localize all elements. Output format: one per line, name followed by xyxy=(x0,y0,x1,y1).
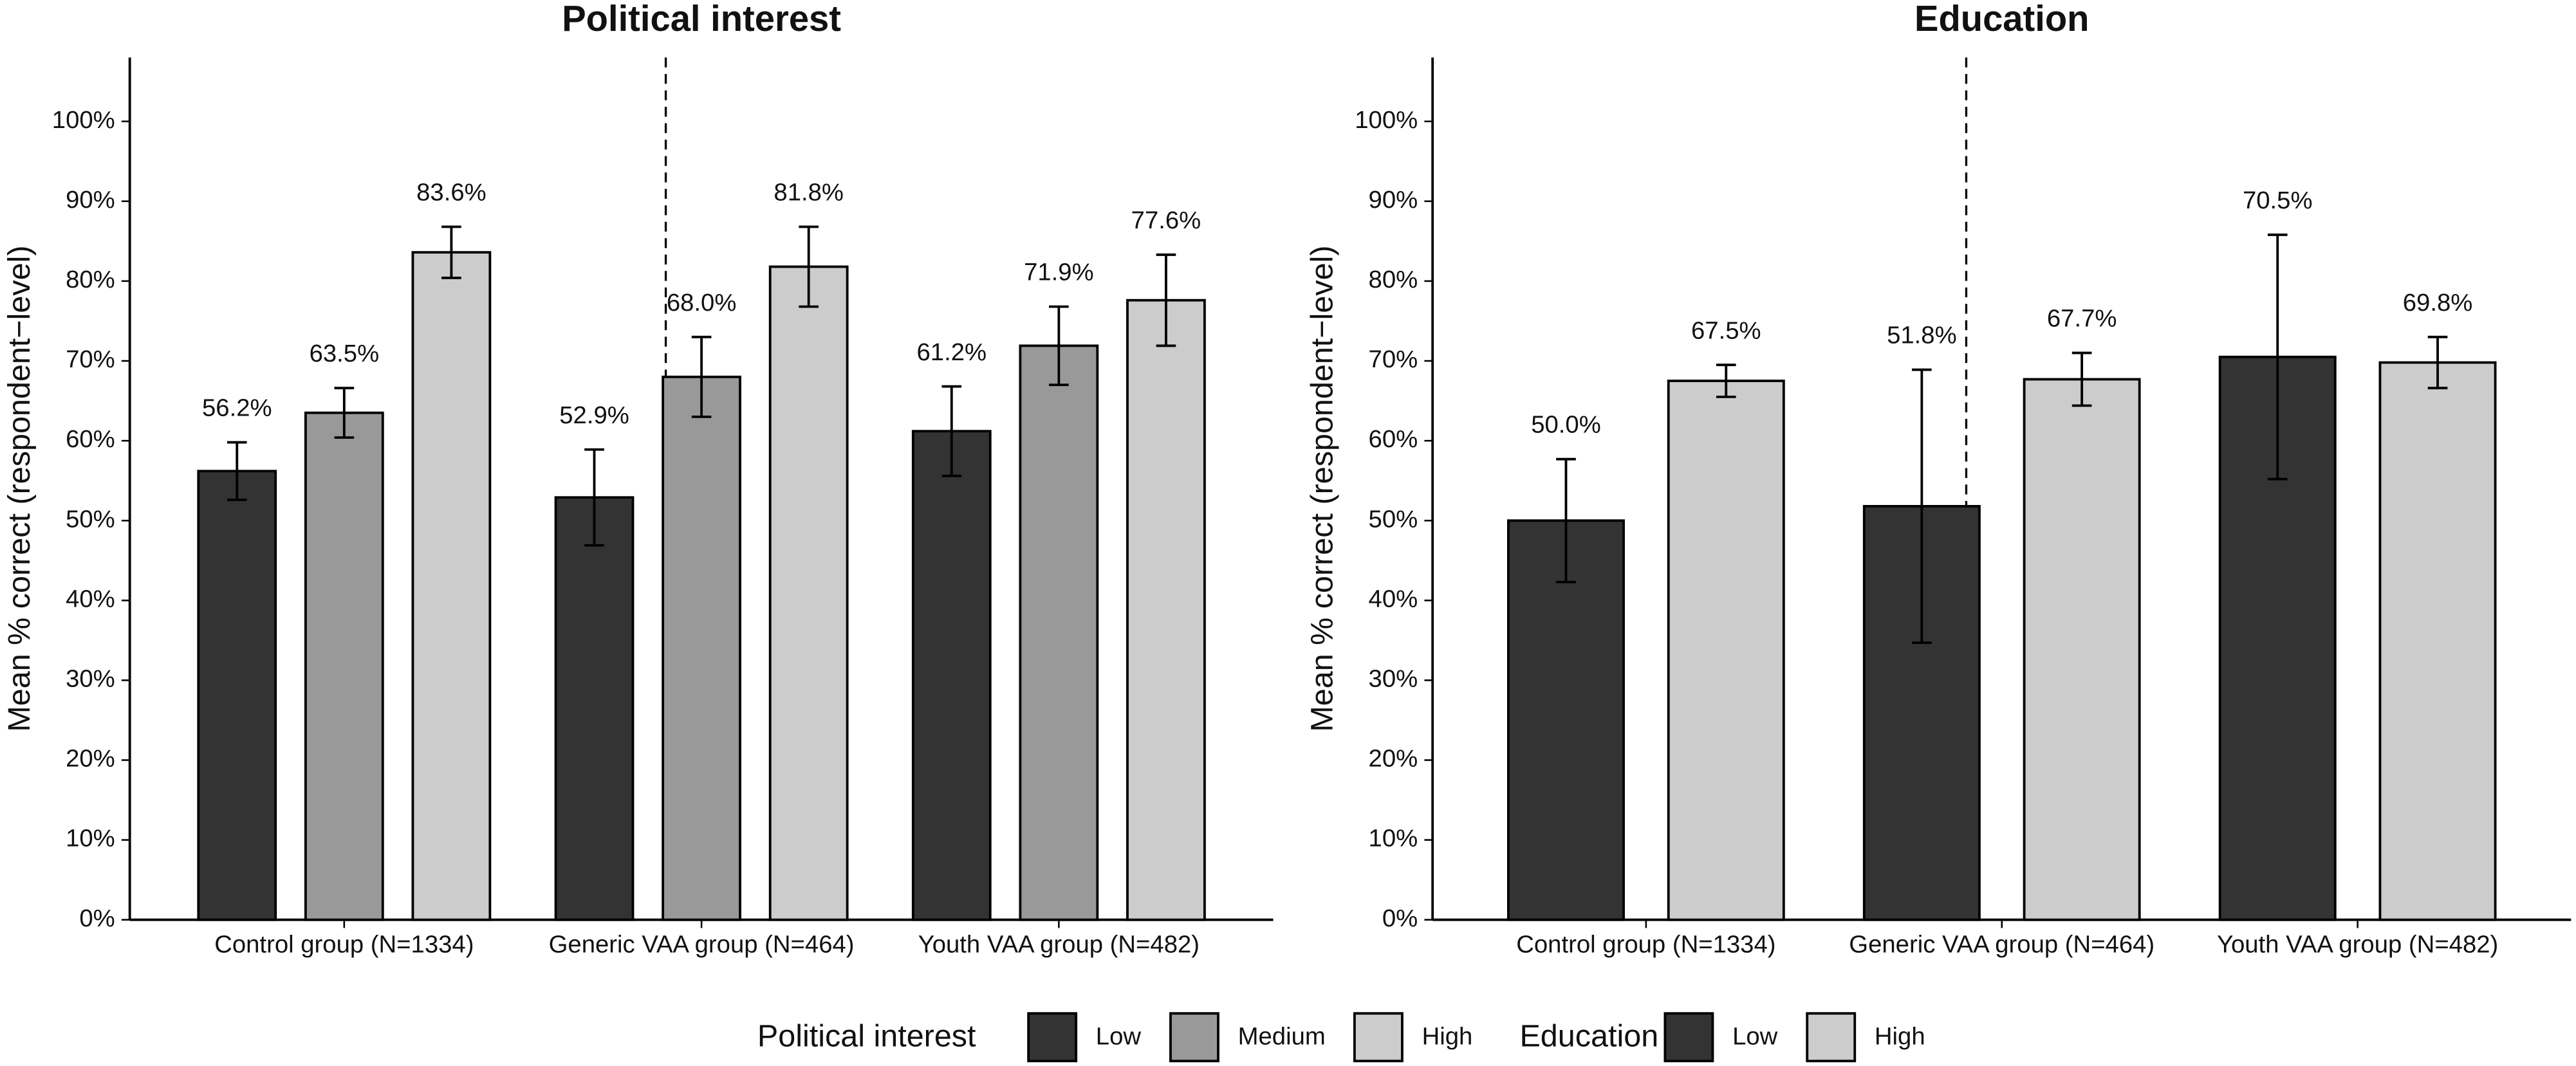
x-tick-label: Youth VAA group (N=482) xyxy=(918,931,1200,959)
y-tick-label: 100% xyxy=(1355,106,1418,134)
y-tick-label: 50% xyxy=(66,505,115,533)
y-tick-label: 0% xyxy=(79,905,115,932)
y-axis-label: Mean % correct (respondent−level) xyxy=(1304,245,1339,731)
bar xyxy=(304,411,384,921)
legend-swatch xyxy=(1353,1012,1404,1063)
y-tick-label: 70% xyxy=(1369,345,1418,373)
error-bar xyxy=(441,225,461,279)
value-label: 63.5% xyxy=(310,340,380,367)
y-tick-label: 0% xyxy=(1382,905,1418,932)
bar xyxy=(911,430,992,921)
x-tick-label: Generic VAA group (N=464) xyxy=(549,931,855,959)
bar xyxy=(1507,519,1625,921)
bar xyxy=(197,470,277,921)
value-label: 83.6% xyxy=(416,179,486,207)
legend-swatch xyxy=(1806,1012,1857,1063)
error-bar xyxy=(799,225,819,308)
bar xyxy=(1126,299,1206,921)
legend-label: Low xyxy=(1732,1023,1778,1051)
bar xyxy=(768,265,849,921)
error-bar xyxy=(1156,253,1176,347)
error-bar xyxy=(1049,305,1069,387)
y-tick-label: 20% xyxy=(66,745,115,773)
value-label: 71.9% xyxy=(1024,259,1094,286)
value-label: 67.7% xyxy=(2047,305,2117,333)
value-label: 68.0% xyxy=(667,289,737,317)
x-tick-label: Youth VAA group (N=482) xyxy=(2217,931,2498,959)
y-tick-label: 30% xyxy=(66,665,115,693)
value-label: 61.2% xyxy=(917,338,987,366)
value-label: 69.8% xyxy=(2403,289,2473,317)
error-bar xyxy=(1716,363,1736,398)
x-tick-label: Control group (N=1334) xyxy=(1516,931,1775,959)
y-tick-label: 70% xyxy=(66,345,115,373)
chart-title: Political interest xyxy=(562,0,841,39)
error-bar xyxy=(1912,368,1932,644)
legend-swatch xyxy=(1169,1012,1219,1063)
x-tick-label: Control group (N=1334) xyxy=(214,931,474,959)
y-axis-label: Mean % correct (respondent−level) xyxy=(2,245,37,731)
y-tick-label: 10% xyxy=(1369,825,1418,852)
legend-title: Political interest xyxy=(757,1018,976,1053)
value-label: 51.8% xyxy=(1887,322,1957,349)
legend-label: High xyxy=(1422,1023,1473,1051)
y-tick-label: 10% xyxy=(66,825,115,852)
bar xyxy=(1667,380,1785,921)
error-bar xyxy=(334,387,355,439)
error-bar xyxy=(941,385,962,477)
y-tick-label: 50% xyxy=(1369,505,1418,533)
bar xyxy=(554,496,635,921)
legend-swatch xyxy=(1663,1012,1714,1063)
bar xyxy=(2023,378,2141,921)
legend-label: Medium xyxy=(1238,1023,1326,1051)
y-tick-label: 60% xyxy=(66,425,115,453)
value-label: 81.8% xyxy=(774,179,844,207)
y-tick-label: 90% xyxy=(66,186,115,214)
value-label: 52.9% xyxy=(559,401,629,429)
legend-swatch xyxy=(1027,1012,1078,1063)
y-tick-label: 80% xyxy=(66,266,115,293)
error-bar xyxy=(2427,335,2448,390)
error-bar xyxy=(2267,234,2288,481)
value-label: 70.5% xyxy=(2243,187,2313,214)
legend-label: High xyxy=(1875,1023,1925,1051)
error-bar xyxy=(227,441,247,501)
y-tick-label: 20% xyxy=(1369,745,1418,773)
value-label: 67.5% xyxy=(1691,317,1761,344)
chart-title: Education xyxy=(1914,0,2089,39)
y-tick-label: 60% xyxy=(1369,425,1418,453)
error-bar xyxy=(2071,351,2092,407)
y-tick-label: 80% xyxy=(1369,266,1418,293)
y-tick-label: 30% xyxy=(1369,665,1418,693)
y-tick-label: 40% xyxy=(1369,585,1418,612)
bar xyxy=(1019,344,1099,921)
value-label: 77.6% xyxy=(1131,207,1201,234)
x-tick-label: Generic VAA group (N=464) xyxy=(1849,931,2154,959)
y-tick-label: 100% xyxy=(52,106,115,134)
legend-label: Low xyxy=(1096,1023,1142,1051)
bar xyxy=(662,375,741,921)
error-bar xyxy=(584,448,604,547)
bar xyxy=(411,251,492,921)
legend-title: Education xyxy=(1519,1018,1658,1053)
value-label: 56.2% xyxy=(202,394,272,422)
y-tick-label: 40% xyxy=(66,585,115,612)
value-label: 50.0% xyxy=(1531,411,1601,439)
error-bar xyxy=(1556,457,1576,584)
error-bar xyxy=(691,335,712,418)
y-tick-label: 90% xyxy=(1369,186,1418,214)
bar xyxy=(2378,361,2497,921)
